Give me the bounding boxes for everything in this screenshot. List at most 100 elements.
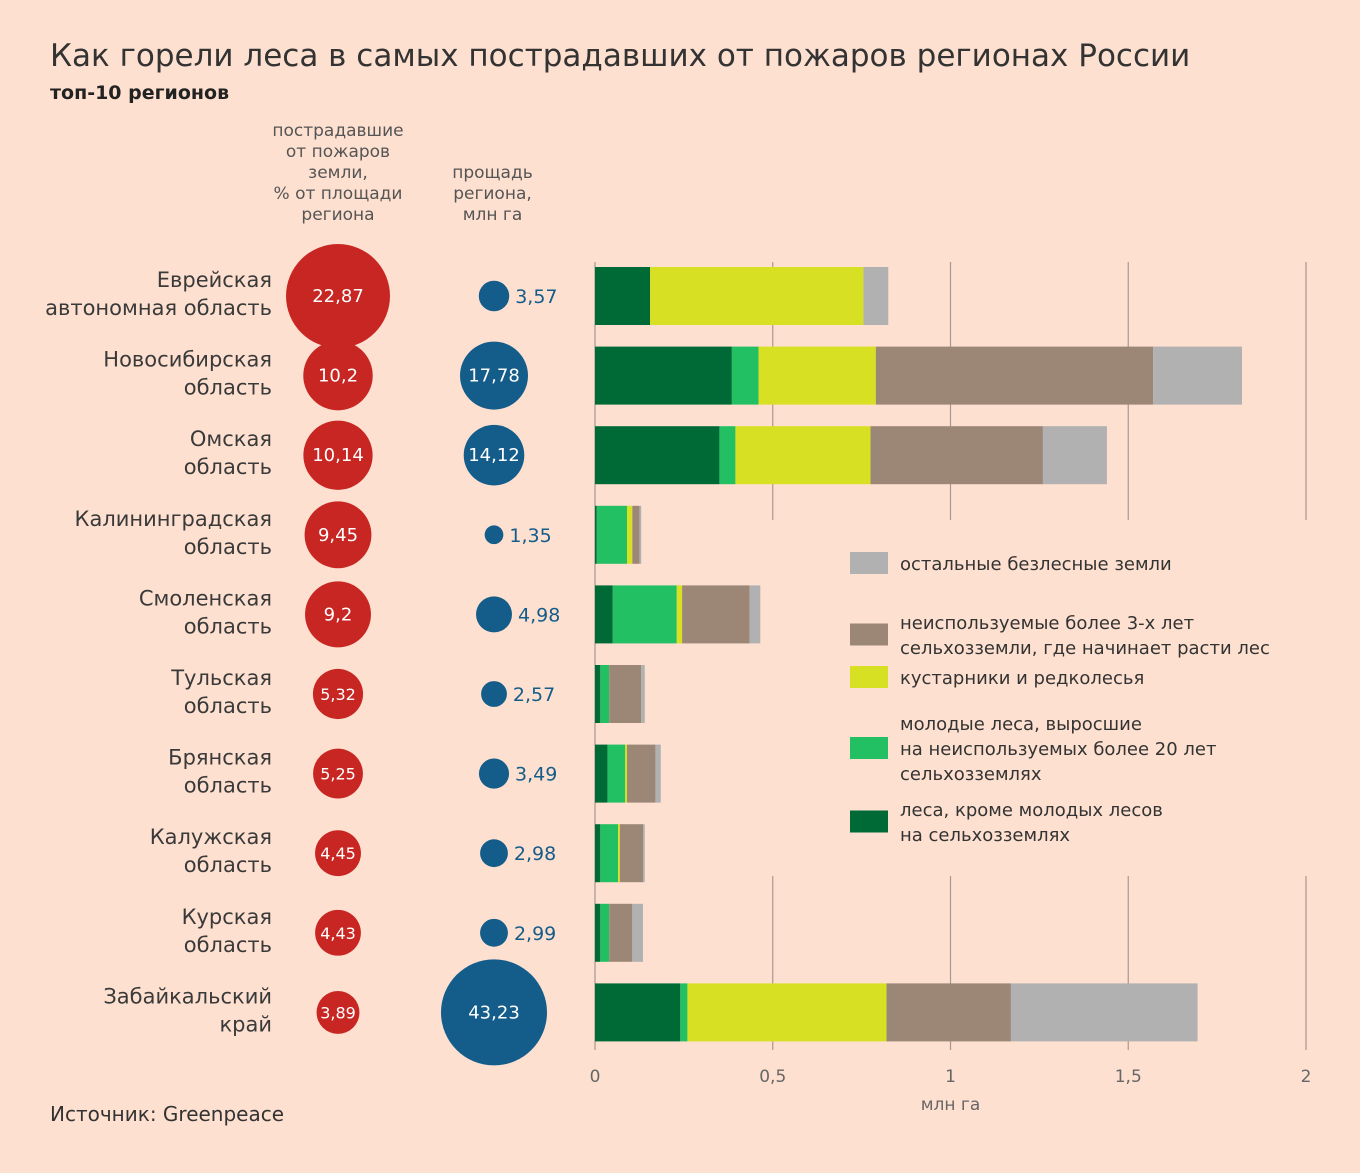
area-value-label: 3,49: [515, 764, 557, 786]
percent-column-header: пострадавшие от пожаров земли, % от площ…: [272, 121, 404, 225]
percent-bubble: [303, 420, 373, 490]
bar-segment: [886, 983, 1011, 1042]
percent-value-label: 9,45: [318, 525, 358, 546]
percent-bubble: [304, 501, 372, 569]
bar-segment: [1010, 983, 1198, 1042]
bar-segment: [655, 744, 661, 803]
bar-segment: [595, 824, 601, 883]
bar-segment: [609, 665, 642, 723]
region-label: область: [184, 933, 272, 957]
area-value-label: 2,57: [513, 684, 555, 706]
percent-bubble: [313, 748, 363, 799]
x-tick-label: 1: [945, 1067, 956, 1087]
bar-segment: [595, 903, 601, 962]
region-label: область: [184, 774, 272, 798]
bar-segment: [719, 426, 736, 485]
area-bubble: [481, 681, 507, 707]
region-label: Забайкальский: [103, 984, 272, 1008]
bar-segment: [595, 426, 720, 485]
legend-label: сельхозземлях: [900, 764, 1042, 785]
area-value-label: 17,78: [468, 366, 520, 387]
region-label: область: [184, 376, 272, 400]
area-bubble: [478, 758, 510, 789]
area-bubble: [476, 596, 512, 633]
bar-segment: [595, 505, 597, 564]
area-value-label: 1,35: [509, 525, 551, 547]
bar-segment: [600, 665, 610, 723]
region-label: Омская: [190, 427, 272, 451]
legend-swatch: [850, 552, 888, 574]
bar-segment: [650, 267, 864, 325]
legend-swatch: [850, 666, 888, 688]
area-value-label: 2,99: [514, 923, 556, 945]
area-bubble: [480, 839, 508, 868]
bar-segment: [680, 983, 688, 1042]
bar-segment: [595, 267, 651, 325]
bar-segment: [596, 505, 627, 564]
percent-bubble: [316, 990, 360, 1034]
percent-bubble: [286, 244, 390, 348]
bar-segment: [676, 585, 683, 644]
bar-segment: [595, 983, 681, 1042]
x-tick-label: 0: [590, 1067, 601, 1087]
bar-segment: [875, 346, 1154, 405]
bar-segment: [618, 824, 620, 883]
percent-value-label: 10,2: [318, 366, 358, 387]
region-label: Еврейская: [157, 268, 272, 292]
bar-segment: [749, 585, 761, 644]
chart-subtitle: топ-10 регионов: [50, 82, 230, 104]
bar-segment: [619, 824, 643, 883]
percent-value-label: 4,45: [320, 844, 356, 863]
bar-segment: [612, 585, 677, 644]
bar-segment: [731, 346, 759, 405]
legend-swatch: [850, 623, 888, 646]
region-label: Брянская: [168, 746, 272, 770]
area-column-header: прощадь региона, млн га: [452, 163, 533, 225]
bar-segment: [735, 426, 871, 485]
x-axis-title: млн га: [921, 1095, 981, 1115]
region-label: область: [184, 694, 272, 718]
area-value-label: 4,98: [518, 604, 560, 626]
bar-segment: [595, 665, 601, 723]
bar-segment: [1153, 346, 1243, 405]
area-value-label: 43,23: [468, 1002, 520, 1023]
bar-segment: [687, 983, 887, 1042]
percent-bubble: [315, 909, 361, 956]
legend-label: на неиспользуемых более 20 лет: [900, 739, 1217, 760]
region-label: Смоленская: [139, 586, 272, 610]
region-label: край: [219, 1012, 272, 1036]
percent-value-label: 22,87: [312, 286, 364, 307]
bar-segment: [607, 744, 626, 803]
bar-segment: [595, 585, 613, 644]
legend-label: на сельхозземлях: [900, 825, 1070, 846]
percent-value-label: 10,14: [312, 445, 364, 466]
legend-swatch: [850, 737, 888, 759]
percent-bubble: [303, 340, 373, 411]
bar-segment: [632, 505, 640, 564]
x-tick-label: 0,5: [759, 1067, 786, 1087]
region-label: область: [184, 853, 272, 877]
bar-segment: [626, 744, 656, 803]
region-label: область: [184, 455, 272, 479]
bar-segment: [639, 505, 642, 564]
region-label: автономная область: [45, 296, 272, 320]
bar-segment: [642, 824, 645, 883]
bar-segment: [758, 346, 876, 405]
percent-value-label: 3,89: [320, 1003, 356, 1022]
area-bubble: [480, 918, 508, 947]
legend-label: сельхозземли, где начинает расти лес: [900, 638, 1270, 659]
area-value-label: 14,12: [468, 445, 520, 466]
percent-bubble: [315, 830, 361, 877]
region-label: Калужская: [150, 825, 272, 849]
percent-value-label: 5,25: [320, 765, 356, 784]
bar-segment: [600, 903, 610, 962]
legend-label: леса, кроме молодых лесов: [900, 800, 1163, 821]
x-tick-label: 2: [1301, 1067, 1312, 1087]
percent-value-label: 4,43: [320, 924, 356, 943]
region-label: Калининградская: [75, 507, 272, 531]
bar-segment: [632, 903, 643, 962]
bar-segment: [625, 744, 627, 803]
chart-title: Как горели леса в самых пострадавших от …: [50, 38, 1191, 74]
legend-label: кустарники и редколесья: [900, 668, 1144, 689]
